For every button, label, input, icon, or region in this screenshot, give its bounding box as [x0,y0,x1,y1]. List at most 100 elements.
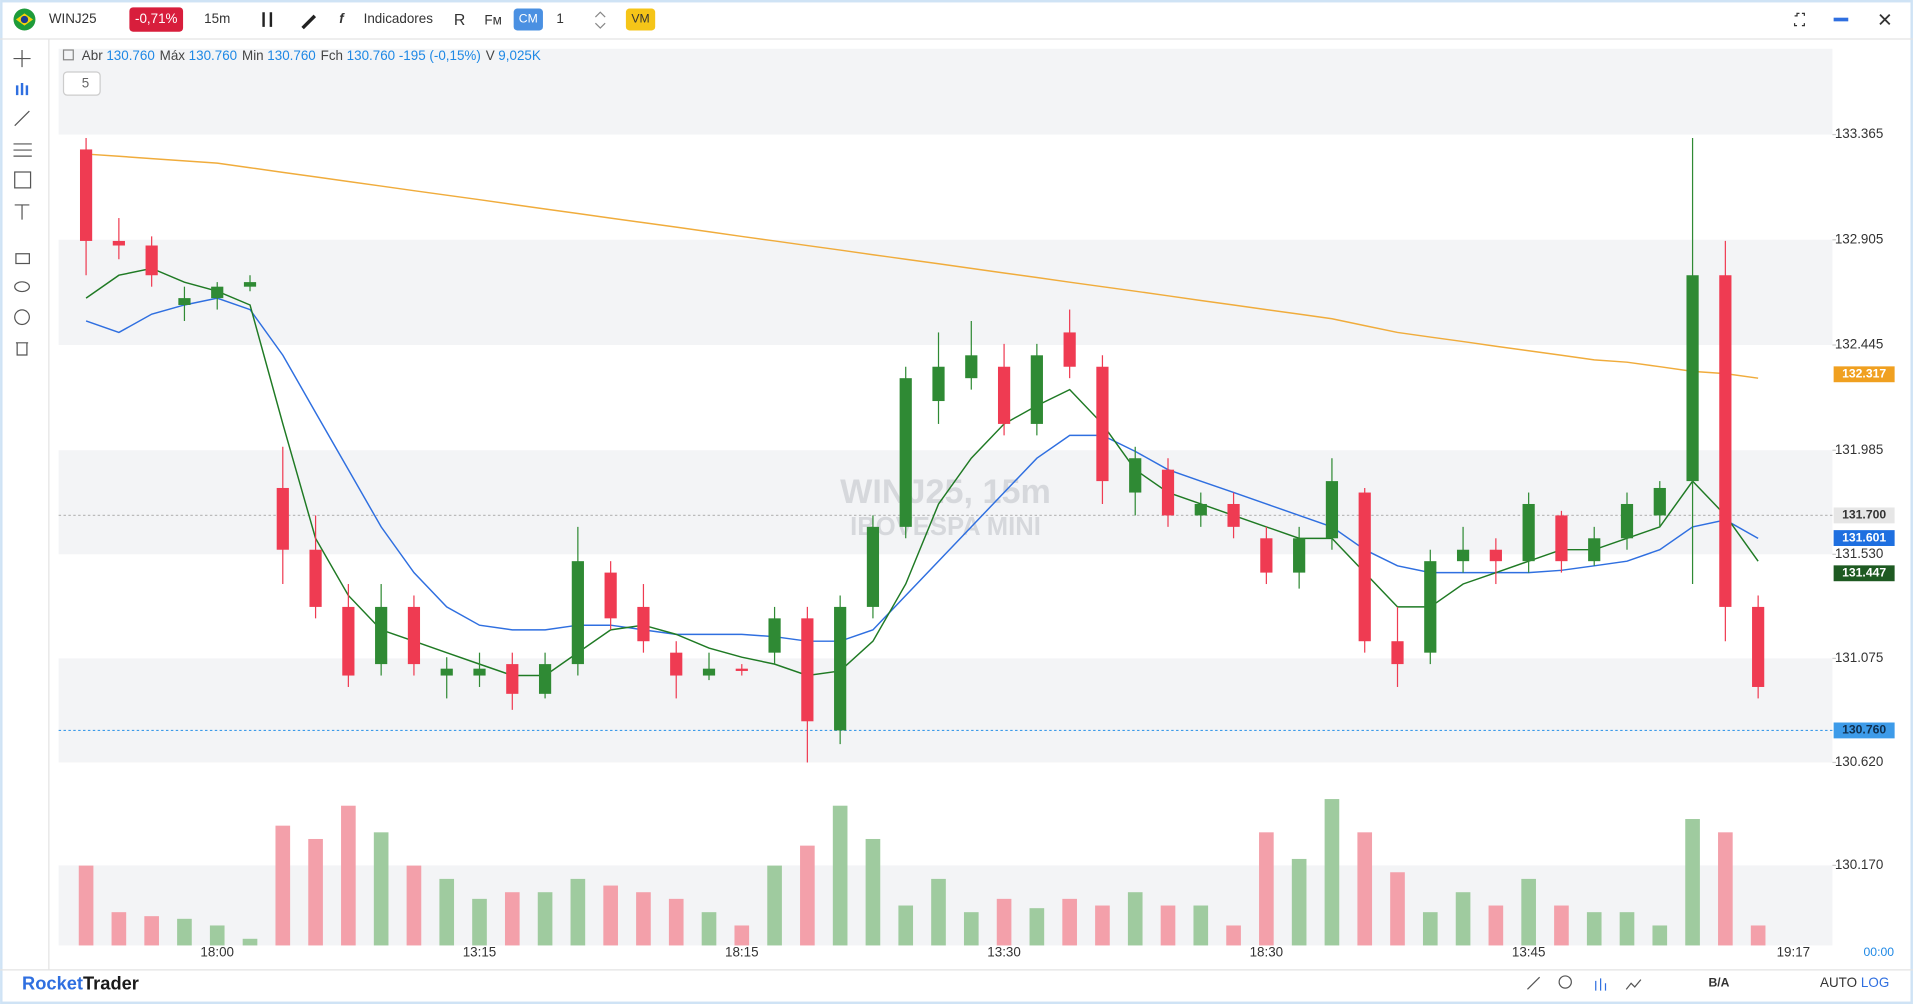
y-tick-label: 131.530 [1835,546,1883,561]
zoom-icon[interactable] [1558,975,1572,989]
indicator-count[interactable]: 5 [82,76,89,91]
pen-icon[interactable] [301,14,317,30]
header-value: 130.760 [106,48,154,63]
header-value: 9,025K [498,48,541,63]
candle-body [211,286,224,299]
candle-body [440,668,453,676]
candle-body [1588,538,1601,562]
candle-body [1096,366,1109,482]
volume-bar [1193,905,1209,946]
ohlc-header: Abr 130.760 Máx 130.760 Min 130.760 Fch 130.760… [82,48,541,63]
lock-tool[interactable] [15,253,30,265]
candle-body [604,572,617,619]
interval[interactable]: 15m [204,11,230,26]
header-area: Abr 130.760 Máx 130.760 Min 130.760 Fch 130.760… [62,48,541,96]
change: -0,71% [135,11,178,26]
candle-body [1424,561,1437,653]
volume-bar [308,838,323,946]
line-tool[interactable] [14,110,30,127]
moving-average [85,267,1759,677]
volume-bar [177,918,192,946]
y-tick-label: 132.445 [1835,337,1883,352]
cm[interactable]: CM [519,12,538,26]
volume-bar [1685,819,1700,946]
candle-body [375,606,388,665]
volume-bar [603,885,618,946]
indicator-toggle[interactable] [62,71,101,96]
volume-bar [111,912,127,946]
candle-body [112,240,125,246]
shape-tool[interactable] [14,171,32,189]
close-icon[interactable] [1879,13,1891,26]
header-label: Fch [321,48,343,63]
volume-bar [406,865,422,946]
spinner[interactable] [594,11,606,29]
crosshair-tool[interactable] [13,50,31,68]
volume-bar [668,898,684,946]
top-toolbar: WINJ25 -0,71% 15m f Indicadores R Fм CM … [0,7,1913,40]
band [58,239,1833,346]
moving-average [85,297,1759,642]
volume-bar [1455,892,1471,946]
candle-body [342,606,355,676]
volume-bar [1422,912,1438,946]
candle-body [1653,487,1666,516]
candle-body [1391,641,1404,665]
volume-bar [898,905,914,946]
price-tag-label: 131.447 [1842,566,1886,580]
flag-globe [20,15,29,24]
volume-bar [504,892,520,946]
volume-bar [1062,898,1077,946]
fullscreen-icon[interactable] [1793,12,1805,27]
candle-icon[interactable] [262,12,273,27]
plot: 133.365 132.905 132.445 131.985 131.530 131.0… [58,48,1895,959]
auto[interactable]: AUTO [1820,975,1857,990]
ba[interactable]: B/A [1708,975,1729,989]
volume-bar [1029,908,1045,946]
trash-tool[interactable] [15,342,29,356]
price-tag-label: 131.700 [1842,508,1886,522]
symbol[interactable]: WINJ25 [49,11,97,26]
text-tool[interactable] [14,204,30,220]
x-tick-label: 13:15 [463,944,497,959]
help-tool[interactable] [14,309,30,326]
brand: RocketTrader [22,972,139,993]
count[interactable]: 1 [556,11,563,26]
fx-icon[interactable]: f [339,11,345,26]
candle-body [1194,503,1207,516]
price-tag [1833,507,1895,524]
candle-body [997,366,1011,424]
price-tag [1833,722,1895,739]
line-icon[interactable] [1625,979,1642,990]
indicators[interactable]: Indicadores [364,11,434,26]
volume-bar [1652,925,1668,946]
candle-body [702,668,716,676]
candle-body [538,664,552,694]
fib-tool[interactable] [13,143,32,157]
candle-body [801,618,814,722]
volume-bar [1226,925,1241,946]
log[interactable]: LOG [1861,975,1889,990]
candle-body [407,606,421,665]
x-tick-label: 18:00 [200,944,234,959]
vm[interactable]: VM [631,12,649,26]
header-label: Min [242,48,264,63]
collapse-box[interactable] [62,49,74,61]
candle-body [1358,492,1371,642]
candle-body [735,668,748,671]
ruler-icon[interactable] [1526,976,1541,990]
volume-bar [1718,832,1733,946]
hand-tool[interactable] [15,82,29,96]
candle-body [1752,606,1765,687]
eye-tool[interactable] [14,281,30,293]
candle-body [309,549,322,607]
chart-icon[interactable] [1595,978,1607,991]
candle-body [1456,549,1470,562]
volume-bar [734,925,750,946]
volume-bar [1291,858,1307,946]
moving-average [86,153,1759,379]
rx-icon[interactable]: R [454,12,465,29]
fm[interactable]: Fм [484,12,501,27]
